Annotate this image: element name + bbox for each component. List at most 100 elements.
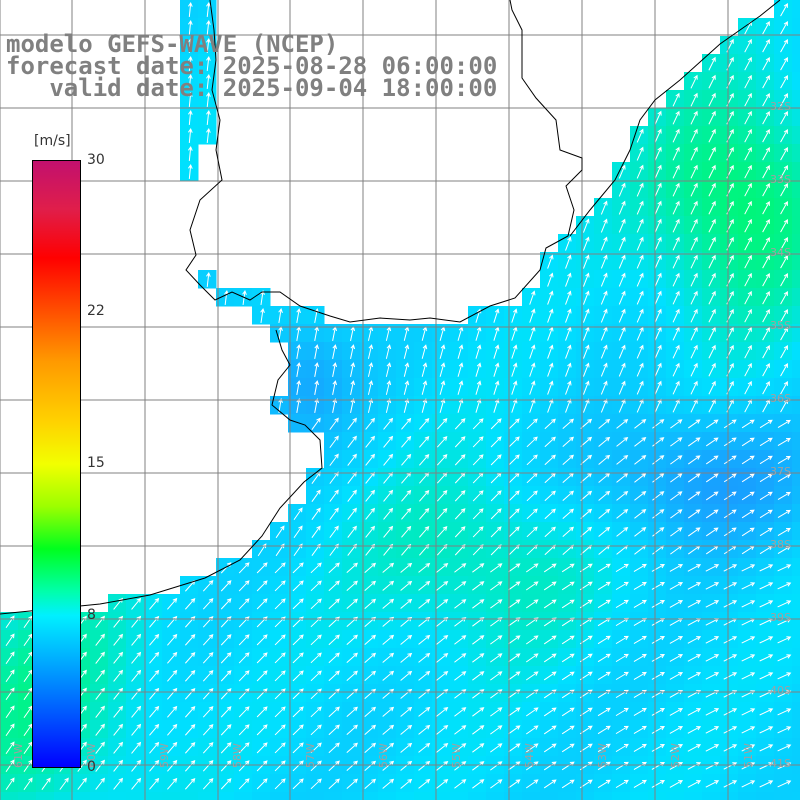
- wind-arrow: [5, 705, 15, 719]
- sea-cell: [504, 504, 523, 523]
- sea-cell: [774, 216, 793, 235]
- sea-cell: [558, 702, 577, 721]
- sea-cell: [324, 774, 343, 793]
- wind-arrow: [329, 489, 339, 502]
- sea-cell: [36, 792, 55, 800]
- wind-arrow: [708, 272, 716, 287]
- sea-cell: [720, 126, 739, 145]
- sea-cell: [702, 468, 721, 487]
- wind-arrow: [777, 726, 792, 734]
- wind-arrow: [654, 146, 662, 161]
- sea-cell: [666, 90, 685, 109]
- wind-arrow: [436, 436, 448, 448]
- sea-cell: [630, 126, 649, 145]
- wind-arrow: [672, 236, 680, 251]
- wind-arrow: [490, 454, 502, 466]
- sea-cell: [432, 774, 451, 793]
- wind-arrow: [475, 362, 482, 377]
- wind-arrow: [616, 526, 629, 537]
- sea-cell: [666, 396, 685, 415]
- wind-arrow: [149, 651, 160, 664]
- sea-cell: [702, 324, 721, 343]
- wind-arrow: [652, 437, 665, 447]
- wind-arrow: [561, 635, 575, 645]
- wind-arrow: [206, 110, 211, 126]
- sea-cell: [342, 720, 361, 739]
- sea-cell: [468, 720, 487, 739]
- sea-cell: [198, 702, 217, 721]
- lat-label: 35S: [770, 319, 791, 332]
- sea-cell: [342, 702, 361, 721]
- wind-arrow: [347, 435, 357, 448]
- wind-arrow: [167, 633, 178, 646]
- wind-arrow: [598, 508, 611, 519]
- wind-arrow: [562, 490, 575, 502]
- sea-cell: [432, 648, 451, 667]
- sea-cell: [252, 288, 271, 307]
- wind-arrow: [525, 563, 539, 573]
- sea-cell: [324, 720, 343, 739]
- wind-arrow: [633, 779, 647, 788]
- wind-arrow: [454, 526, 466, 538]
- sea-cell: [342, 648, 361, 667]
- sea-cell: [216, 684, 235, 703]
- wind-arrow: [314, 344, 320, 359]
- wind-arrow: [705, 527, 719, 537]
- sea-cell: [540, 738, 559, 757]
- sea-cell: [468, 738, 487, 757]
- wind-arrow: [206, 20, 211, 36]
- wind-arrow: [723, 473, 737, 483]
- lat-label: 38S: [770, 538, 791, 551]
- sea-cell: [702, 792, 721, 800]
- valid-date: valid date: 2025-09-04 18:00:00: [6, 74, 498, 102]
- sea-cell: [342, 504, 361, 523]
- wind-arrow: [780, 146, 788, 161]
- sea-cell: [792, 378, 800, 397]
- wind-arrow: [274, 652, 286, 664]
- wind-arrow: [365, 525, 376, 538]
- sea-cell: [468, 504, 487, 523]
- wind-arrow: [690, 218, 698, 233]
- sea-cell: [396, 522, 415, 541]
- sea-cell: [774, 144, 793, 163]
- wind-arrow: [184, 633, 196, 646]
- sea-cell: [522, 522, 541, 541]
- sea-cell: [540, 540, 559, 559]
- sea-cell: [306, 486, 325, 505]
- wind-arrow: [544, 490, 556, 502]
- wind-arrow: [744, 254, 752, 269]
- wind-arrow: [167, 597, 178, 610]
- sea-cell: [360, 558, 379, 577]
- wind-arrow: [472, 671, 485, 681]
- wind-arrow: [777, 473, 791, 483]
- sea-cell: [468, 432, 487, 451]
- sea-cell: [504, 648, 523, 667]
- wind-arrow: [777, 636, 792, 644]
- wind-arrow: [597, 725, 611, 735]
- wind-arrow: [400, 652, 413, 663]
- sea-cell: [648, 738, 667, 757]
- sea-cell: [612, 558, 631, 577]
- wind-arrow: [346, 724, 358, 736]
- wind-arrow: [23, 777, 33, 791]
- lat-label: 37S: [770, 465, 791, 478]
- wind-arrow: [708, 326, 716, 341]
- wind-arrow: [508, 454, 520, 466]
- sea-cell: [306, 738, 325, 757]
- sea-cell: [666, 126, 685, 145]
- wind-arrow: [762, 218, 770, 233]
- colorbar-gradient: [32, 160, 81, 768]
- wind-arrow: [310, 562, 322, 574]
- wind-arrow: [5, 741, 15, 755]
- sea-cell: [720, 396, 739, 415]
- sea-cell: [378, 702, 397, 721]
- wind-arrow: [544, 508, 556, 520]
- sea-cell: [360, 360, 379, 379]
- wind-arrow: [651, 600, 665, 608]
- sea-cell: [594, 774, 613, 793]
- sea-cell: [216, 576, 235, 595]
- sea-cell: [702, 450, 721, 469]
- sea-cell: [684, 594, 703, 613]
- wind-arrows: [5, 1, 792, 791]
- sea-cell: [180, 36, 199, 55]
